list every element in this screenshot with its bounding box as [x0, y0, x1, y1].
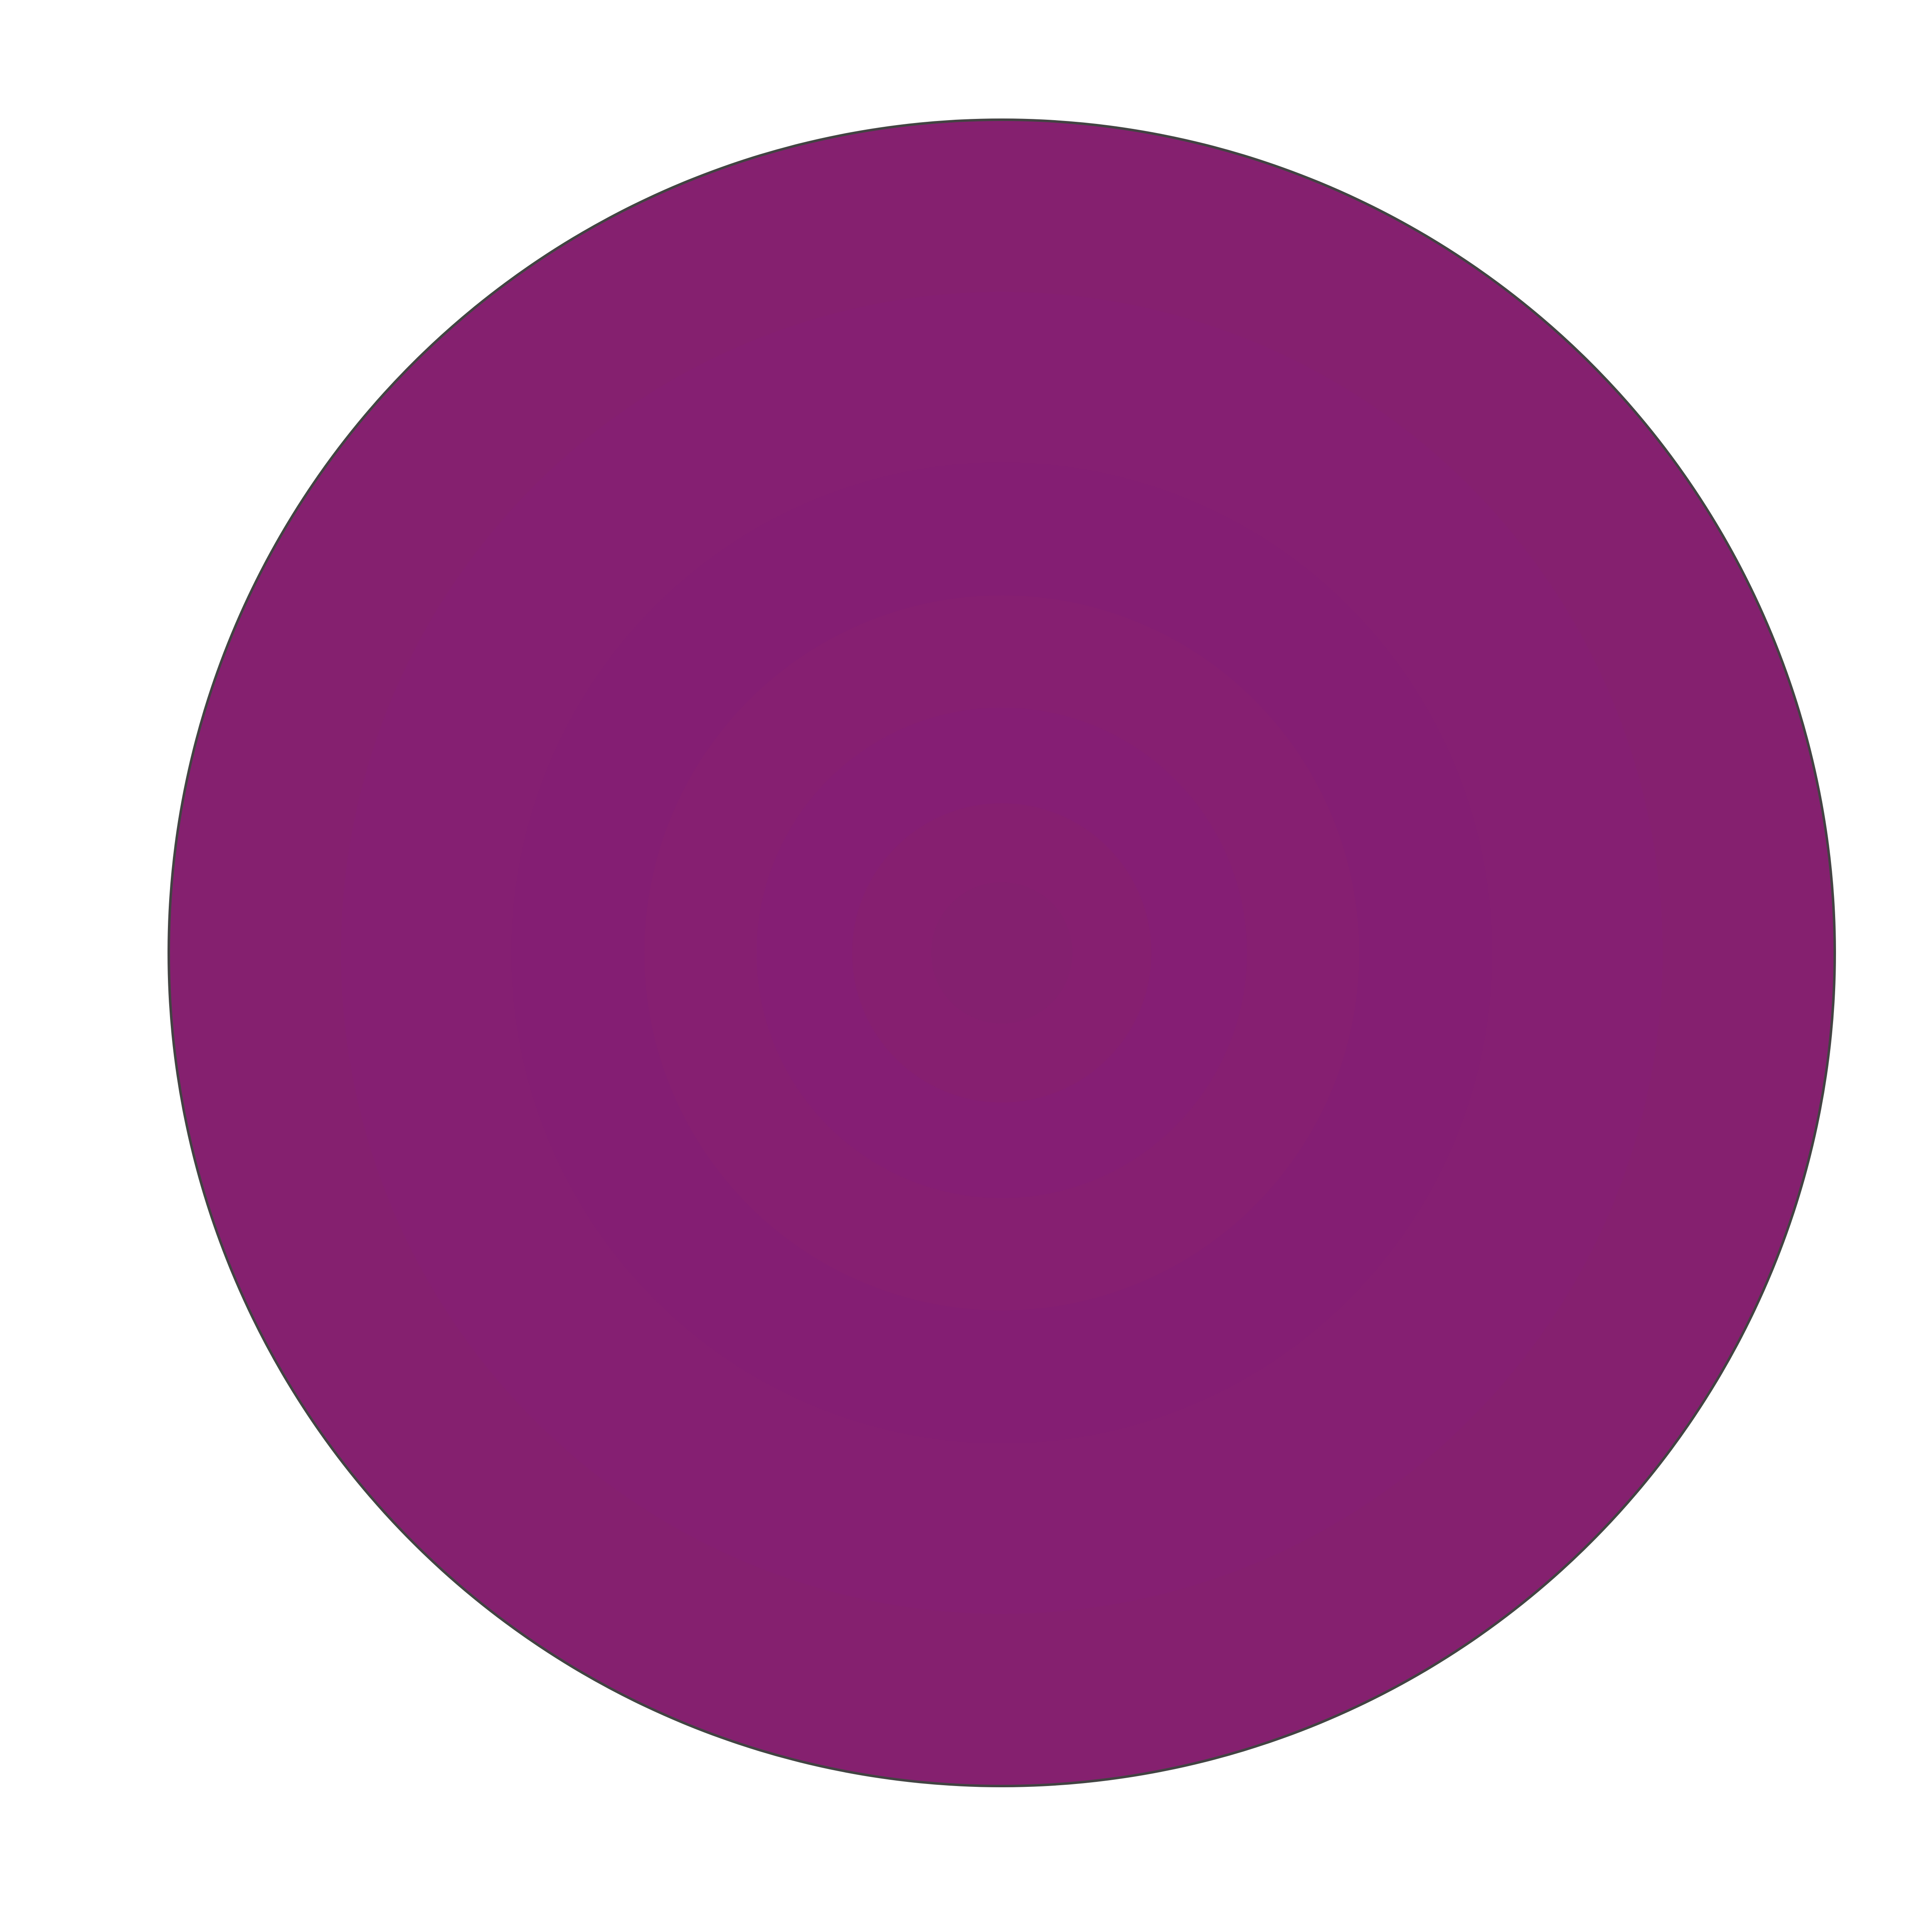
ring-band-6 [931, 882, 1072, 1024]
